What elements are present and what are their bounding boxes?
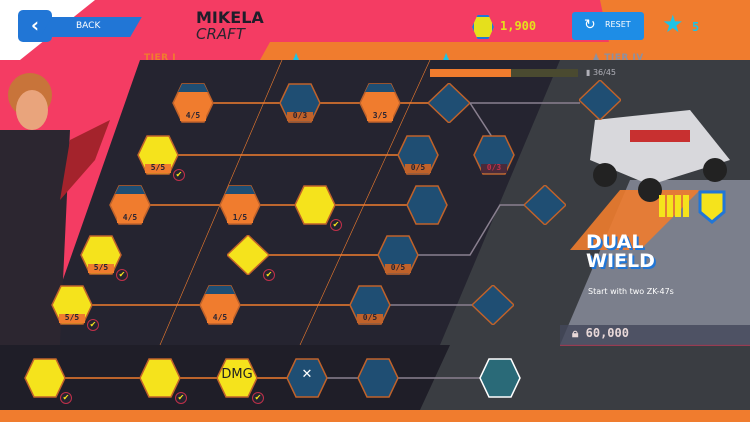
skill-level: 0/3 [486,163,502,172]
star-icon: ★ [662,10,684,38]
tier-1-label: TIER I [144,53,177,63]
skill-icon: ✕ [301,367,313,382]
skill-node[interactable]: 4/5 [172,83,214,123]
skill-level: 4/5 [185,111,201,120]
skill-node[interactable]: 1/5 [219,185,261,225]
skill-level: 0/5 [410,163,426,172]
skill-node[interactable] [524,185,566,225]
check-icon: ✔ [116,269,128,281]
skill-node[interactable] [428,83,470,123]
skill-node[interactable]: 3/5 [359,83,401,123]
reset-icon: ↻ [584,17,596,33]
lock-icon: 🔒︎ [572,326,579,340]
tier-3-label: ♟ TIER III [442,53,494,63]
skill-node[interactable]: ✕ [286,358,328,398]
skill-level: 3/5 [372,111,388,120]
skill-node[interactable]: 5/5 ✔ [80,235,128,281]
skill-node[interactable]: ✔ [294,185,342,231]
skill-level: 5/5 [150,163,166,172]
skill-node[interactable]: 0/3 [473,135,515,175]
tier-icon: ♟ [292,53,305,63]
unlock-cost: 60,000 [585,326,629,340]
unlock-cost-button[interactable]: 🔒︎ 60,000 [572,326,629,344]
tier-3-progress-bar [430,69,578,77]
tier-4-progress: ▮ 36/45 [586,68,617,77]
currency-amount: 1,900 [500,19,537,33]
skill-node[interactable]: ✔ [24,358,72,404]
skill-level: 5/5 [93,263,109,272]
skill-level: 0/5 [362,313,378,322]
skill-level: 4/5 [122,213,138,222]
skill-node[interactable]: 5/5 ✔ [51,285,99,331]
tier-icon: ♟ [592,53,605,63]
star-count: 5 [692,20,700,34]
reset-button[interactable]: ↻ RESET [572,12,644,40]
currency-icon [472,15,494,39]
tier-icon: ♟ [442,53,455,63]
tier-2-label: ♟ TIER II [292,53,341,63]
back-label: BACK [76,21,101,31]
skill-node[interactable]: 5/5 ✔ [137,135,185,181]
skill-node[interactable]: 4/5 [109,185,151,225]
skill-node[interactable] [579,80,621,120]
tier-4-label: ♟ TIER IV [592,53,644,63]
skill-node[interactable]: 0/3 [279,83,321,123]
reward-description: Start with two ZK-47s [588,287,674,296]
skill-node[interactable] [406,185,448,225]
skill-node[interactable]: ✔ [139,358,187,404]
screen-title: CRAFT [196,25,245,43]
skill-icon: DMG [221,367,253,382]
check-icon: ✔ [175,392,187,404]
skill-level: 5/5 [64,313,80,322]
check-icon: ✔ [252,392,264,404]
skill-level: 4/5 [212,313,228,322]
skill-node[interactable]: 4/5 [199,285,241,325]
reset-label: RESET [605,20,631,29]
skill-node[interactable] [357,358,399,398]
skill-node[interactable]: 0/5 [397,135,439,175]
vehicle-image [590,110,730,202]
skill-node[interactable]: DMG ✔ [216,358,264,404]
title-block: MIKELA CRAFT [196,9,264,42]
tier-3-progress-fill [430,69,512,77]
skill-node[interactable]: 0/5 [377,235,419,275]
check-icon: ✔ [173,169,185,181]
skill-node[interactable] [479,358,521,398]
check-icon: ✔ [263,269,275,281]
reward-title: DUAL WIELD [586,231,655,272]
check-icon: ✔ [60,392,72,404]
skill-level: 0/3 [292,111,308,120]
character-name: MIKELA [196,8,264,27]
skill-level: 0/5 [390,263,406,272]
skill-node[interactable]: 0/5 [349,285,391,325]
check-icon: ✔ [330,219,342,231]
check-icon: ✔ [87,319,99,331]
back-button[interactable]: ‹ BACK [18,10,148,42]
skill-level: 1/5 [232,213,248,222]
skill-node[interactable] [472,285,514,325]
skill-node[interactable]: ✔ [227,235,275,281]
